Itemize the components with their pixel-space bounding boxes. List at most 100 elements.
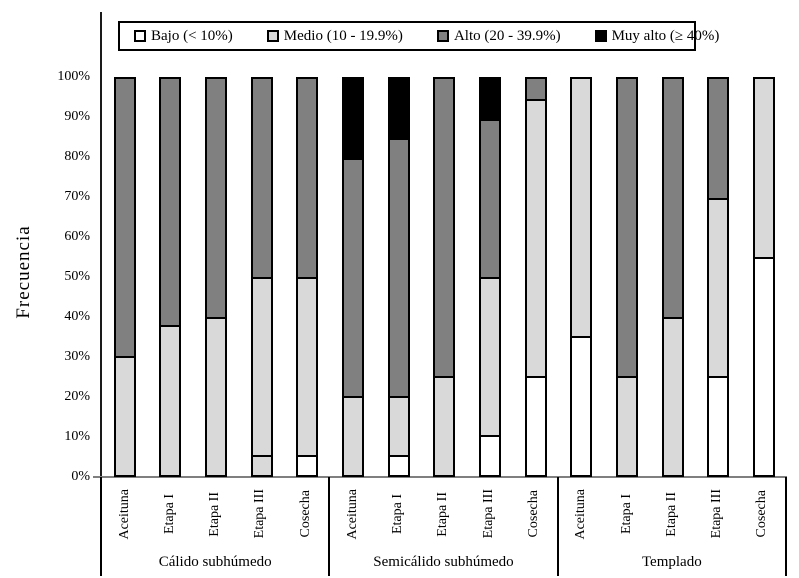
bar-labels-row: Aceituna Etapa I Etapa II Etapa III Cosecha	[102, 477, 328, 551]
bar-label: Aceituna	[114, 477, 136, 551]
bar-label-text: Etapa I	[390, 493, 406, 535]
bar-label-text: Etapa II	[435, 491, 451, 537]
bar-label-text: Cosecha	[754, 490, 770, 538]
bar-label: Etapa II	[432, 477, 454, 551]
stacked-bar	[616, 77, 639, 477]
bar-label-text: Etapa I	[161, 493, 177, 535]
bar-label: Cosecha	[295, 477, 317, 551]
bar-segment-medio	[115, 356, 134, 475]
legend-label: Alto (20 - 39.9%)	[453, 27, 561, 44]
bar-group	[559, 77, 787, 477]
bar-segment-medio	[161, 324, 180, 475]
bar-label: Etapa I	[616, 477, 638, 551]
stacked-bar	[707, 77, 730, 477]
bar-segment-alto	[252, 79, 271, 277]
bar-segment-medio	[526, 98, 545, 376]
y-tick-label: 10%	[64, 429, 90, 444]
bar-segment-bajo	[755, 257, 774, 475]
bar-label: Etapa III	[478, 477, 500, 551]
bar-segment-bajo	[481, 435, 500, 475]
legend-item: Alto (20 - 39.9%)	[436, 27, 561, 45]
bar-labels-row: Aceituna Etapa I Etapa II Etapa III Cosecha	[559, 477, 785, 551]
y-tick-label: 30%	[64, 349, 90, 364]
legend-item: Bajo (< 10%)	[134, 28, 233, 45]
bar-group	[330, 77, 558, 477]
stacked-bar	[387, 77, 410, 477]
bar-segment-alto	[344, 158, 363, 396]
x-axis-label-band: Aceituna Etapa I Etapa II Etapa III Cosecha …	[100, 477, 787, 576]
bar-segment-medio	[709, 197, 728, 376]
stacked-bar	[479, 77, 502, 477]
bar-segment-alto	[161, 79, 180, 325]
bar-label: Etapa I	[387, 477, 409, 551]
y-tick-label: 90%	[64, 109, 90, 124]
stacked-bar	[296, 77, 319, 477]
legend-swatch-muy_alto	[594, 30, 607, 42]
bar-segment-bajo	[389, 455, 408, 475]
legend-swatch-medio	[266, 30, 279, 42]
bar-label: Etapa III	[706, 477, 728, 551]
bar-segment-alto	[298, 79, 317, 277]
bar-label: Etapa II	[204, 477, 226, 551]
bar-label: Cosecha	[751, 477, 773, 551]
bar-segment-alto	[389, 138, 408, 396]
bar-segment-alto	[115, 79, 134, 357]
y-axis-line	[100, 12, 102, 477]
bar-segment-alto	[435, 79, 454, 376]
bar-labels-row: Aceituna Etapa I Etapa II Etapa III Cosecha	[330, 477, 556, 551]
bar-label-text: Cosecha	[526, 490, 542, 538]
y-tick-label: 50%	[64, 269, 90, 284]
bar-segment-muy_alto	[389, 79, 408, 139]
legend-label: Bajo (< 10%)	[151, 27, 233, 44]
group-label: Semicálido subhúmedo	[373, 554, 514, 570]
bar-segment-medio	[344, 395, 363, 475]
bar-segment-medio	[435, 376, 454, 475]
stacked-bar	[524, 77, 547, 477]
stacked-bar	[661, 77, 684, 477]
bar-segment-bajo	[572, 336, 591, 475]
bar-label-text: Etapa II	[207, 491, 223, 537]
group-section: Aceituna Etapa I Etapa II Etapa III Cosecha …	[328, 477, 556, 576]
y-tick-label: 70%	[64, 189, 90, 204]
legend-swatch-bajo	[134, 30, 146, 42]
bar-label: Etapa I	[159, 477, 181, 551]
legend-label: Muy alto (≥ 40%)	[611, 27, 720, 44]
bar-label-text: Etapa III	[709, 489, 725, 539]
bar-label: Etapa III	[249, 477, 271, 551]
bar-segment-medio	[298, 277, 317, 456]
bar-label-text: Etapa II	[663, 491, 679, 537]
x-axis-line	[93, 476, 787, 478]
bar-segment-muy_alto	[481, 79, 500, 119]
bar-segment-medio	[389, 395, 408, 456]
legend-swatch-alto	[436, 30, 449, 42]
bar-label-text: Cosecha	[297, 490, 313, 538]
group-label: Cálido subhúmedo	[158, 554, 272, 570]
group-section: Aceituna Etapa I Etapa II Etapa III Cosecha …	[100, 477, 328, 576]
bar-segment-alto	[526, 79, 545, 99]
bar-segment-muy_alto	[344, 79, 363, 159]
legend: Bajo (< 10%) Medio (10 - 19.9%) Alto (20 -…	[118, 21, 719, 51]
bar-segment-alto	[709, 79, 728, 198]
bar-label-text: Etapa I	[618, 493, 634, 535]
bar-label: Etapa II	[661, 477, 683, 551]
bar-segment-medio	[755, 79, 774, 258]
bar-segment-alto	[207, 79, 226, 317]
group-section: Aceituna Etapa I Etapa II Etapa III Cosecha …	[556, 477, 787, 576]
bar-label-text: Aceituna	[116, 488, 132, 540]
legend-item: Muy alto (≥ 40%)	[594, 27, 720, 45]
bar-segment-alto	[481, 118, 500, 277]
bar-segment-bajo	[298, 455, 317, 475]
bar-label: Aceituna	[342, 477, 364, 551]
bar-label-text: Aceituna	[344, 488, 360, 540]
y-tick-label: 0%	[71, 469, 90, 484]
bar-label-text: Etapa III	[480, 489, 496, 539]
bar-segment-bajo	[526, 375, 545, 475]
bar-label-text: Aceituna	[573, 488, 589, 540]
stacked-bar	[342, 77, 365, 477]
bar-segment-medio	[572, 79, 591, 337]
bar-segment-medio	[618, 376, 637, 475]
bar-segment-medio	[252, 277, 271, 456]
y-tick-label: 40%	[64, 309, 90, 324]
bar-segment-medio	[207, 316, 226, 475]
